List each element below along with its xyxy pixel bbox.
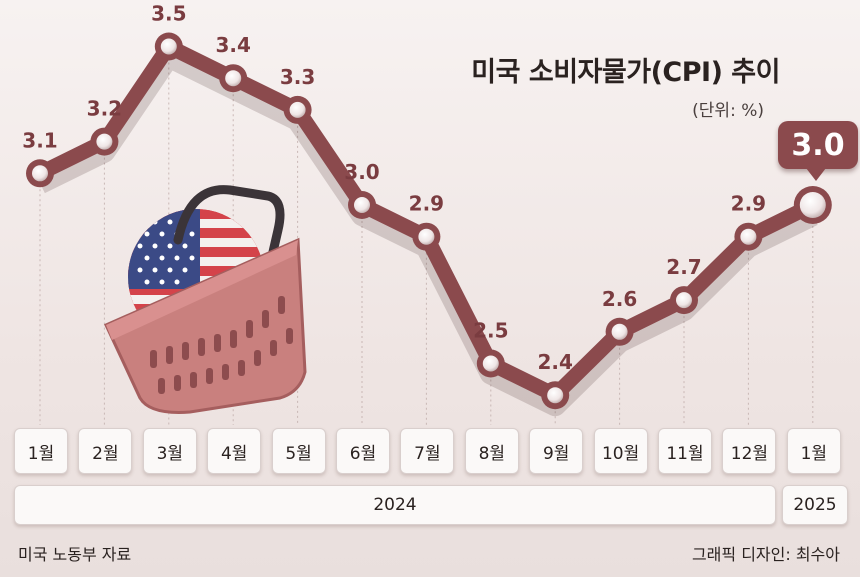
data-point-5 [289, 101, 306, 118]
month-tick-5: 5월 [271, 428, 326, 474]
data-label-3: 3.5 [151, 2, 186, 26]
data-point-9 [547, 387, 564, 404]
data-point-6 [354, 197, 370, 213]
month-tick-13: 1월 [786, 428, 841, 474]
data-point-12 [740, 228, 757, 245]
data-label-11: 2.7 [666, 255, 701, 279]
month-tick-12: 12월 [722, 428, 777, 474]
data-point-4 [225, 70, 242, 87]
month-tick-9: 9월 [529, 428, 584, 474]
year-label-2025: 2025 [782, 485, 848, 525]
data-point-8 [482, 355, 499, 372]
data-point-10 [611, 323, 628, 340]
month-tick-4: 4월 [207, 428, 262, 474]
month-tick-10: 10월 [593, 428, 648, 474]
data-label-12: 2.9 [731, 192, 766, 216]
month-tick-8: 8월 [464, 428, 519, 474]
data-point-13 [799, 192, 826, 218]
data-point-1 [32, 165, 48, 182]
data-point-3 [160, 38, 177, 55]
graphic-credit: 그래픽 디자인: 최수아 [691, 545, 840, 564]
data-point-2 [96, 133, 113, 150]
data-label-10: 2.6 [602, 287, 637, 311]
data-label-5: 3.3 [280, 65, 315, 89]
month-tick-7: 7월 [400, 428, 455, 474]
data-label-9: 2.4 [537, 350, 572, 374]
chart-title: 미국 소비자물가(CPI) 추이 [471, 57, 780, 88]
data-label-8: 2.5 [473, 319, 508, 343]
data-label-4: 3.4 [215, 33, 250, 57]
data-label-1: 3.1 [22, 128, 57, 152]
month-tick-1: 1월 [14, 428, 68, 474]
data-label-2: 3.2 [87, 97, 122, 121]
unit-label: (단위: %) [692, 101, 764, 121]
latest-value-callout: 3.0 [778, 121, 858, 181]
year-label-2024: 2024 [14, 485, 776, 525]
month-tick-11: 11월 [658, 428, 712, 474]
month-tick-6: 6월 [336, 428, 390, 474]
data-point-11 [676, 292, 692, 309]
month-tick-2: 2월 [78, 428, 133, 474]
data-point-7 [418, 228, 435, 245]
shopping-basket-with-us-flag-icon [103, 185, 307, 414]
data-label-6: 3.0 [344, 160, 379, 184]
data-label-7: 2.9 [409, 192, 444, 216]
source-note: 미국 노동부 자료 [18, 545, 132, 564]
month-tick-3: 3월 [142, 428, 197, 474]
month-axis: 1월 2월 3월 4월 5월 6월 7월 8월 9월 10월 11월 12월 1월 [14, 428, 846, 478]
